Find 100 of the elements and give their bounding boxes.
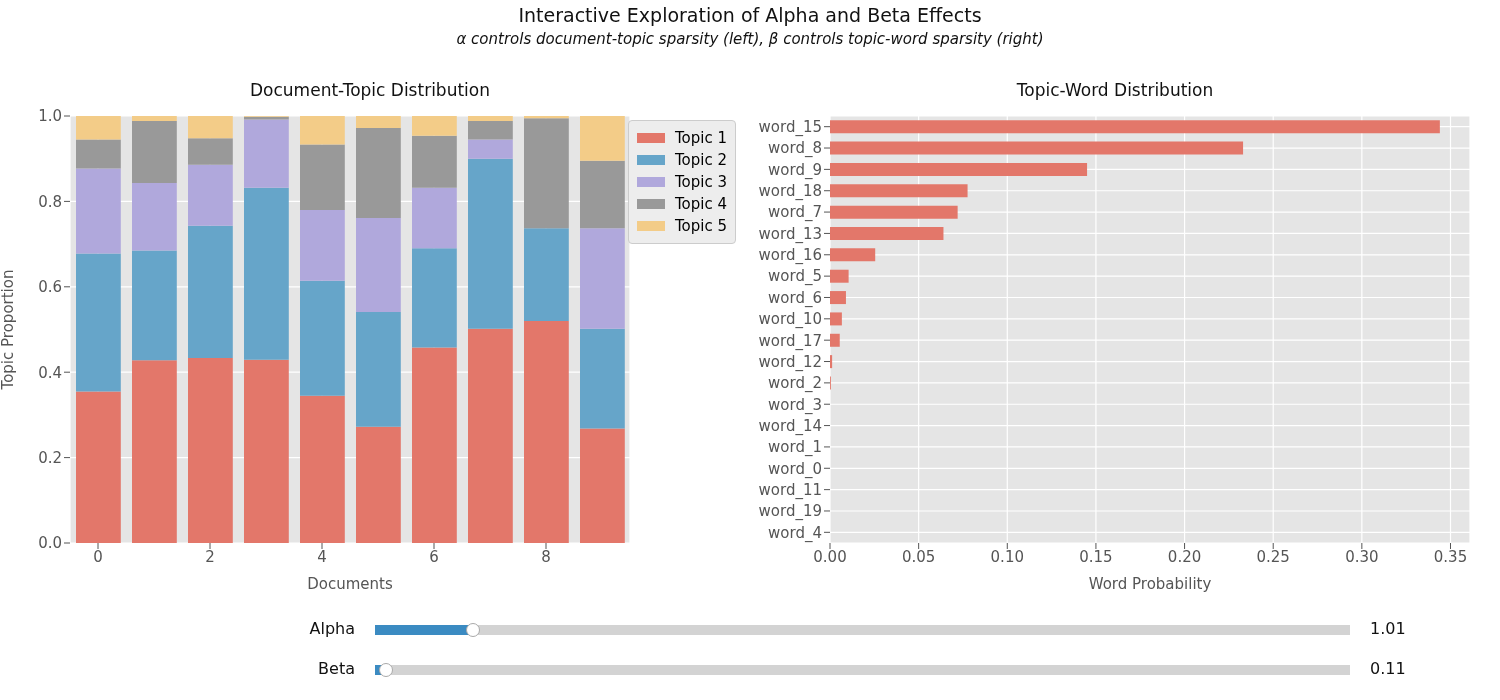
bar xyxy=(580,160,625,229)
legend-label: Topic 1 xyxy=(674,129,727,147)
x-axis-title: Documents xyxy=(307,575,393,593)
y-tick-label: word_5 xyxy=(768,267,822,287)
bar xyxy=(468,328,513,543)
x-tick-label: 0.35 xyxy=(1433,547,1468,566)
bar xyxy=(524,118,569,229)
bar xyxy=(830,184,968,198)
bar xyxy=(188,164,233,226)
data-label: 1.01 xyxy=(1370,619,1406,638)
x-tick-label: 0 xyxy=(93,547,103,566)
y-tick-label: 1.0 xyxy=(38,107,62,126)
bar xyxy=(132,116,177,122)
bar xyxy=(412,248,457,348)
chart-title: Topic-Word Distribution xyxy=(1015,80,1215,102)
bar xyxy=(300,209,345,281)
bar xyxy=(468,116,513,122)
y-tick-label: 0.8 xyxy=(38,192,62,211)
bar xyxy=(524,116,569,119)
bar xyxy=(356,116,401,128)
bar xyxy=(188,225,233,359)
y-tick-label: word_17 xyxy=(758,331,822,351)
bar xyxy=(244,119,289,188)
legend-label: Topic 2 xyxy=(674,151,727,169)
bar xyxy=(412,116,457,136)
bar xyxy=(132,183,177,251)
y-tick-label: 0.4 xyxy=(38,363,62,382)
y-tick-label: word_12 xyxy=(758,352,822,372)
y-tick-label: word_8 xyxy=(768,139,822,159)
bar xyxy=(132,250,177,361)
x-tick-label: 0.10 xyxy=(990,547,1024,566)
x-tick-label: 0.30 xyxy=(1345,547,1379,566)
bar xyxy=(830,291,846,305)
y-tick-label: word_7 xyxy=(768,203,822,223)
bar xyxy=(244,187,289,360)
text: α controls document-topic sparsity (left), β controls topic-word sparsity (right) xyxy=(455,30,1045,48)
bar xyxy=(468,139,513,159)
x-tick-label: 8 xyxy=(541,547,551,566)
y-tick-label: word_19 xyxy=(758,502,822,522)
y-tick-label: word_14 xyxy=(758,416,822,436)
bar xyxy=(468,158,513,329)
y-tick-label: word_13 xyxy=(758,224,822,244)
y-tick-label: 0.2 xyxy=(38,448,62,467)
bar xyxy=(76,116,121,140)
bar xyxy=(188,358,233,543)
x-tick-label: 0.15 xyxy=(1079,547,1113,566)
y-tick-label: word_16 xyxy=(758,246,822,266)
bar xyxy=(830,205,958,219)
bar xyxy=(830,141,1244,155)
data-label: 0.11 xyxy=(1370,659,1406,678)
bar xyxy=(356,127,401,219)
x-tick-label: 6 xyxy=(429,547,439,566)
bar xyxy=(830,269,849,283)
bar xyxy=(830,333,840,347)
x-tick-label: 2 xyxy=(205,547,215,566)
x-tick-label: 0.20 xyxy=(1167,547,1202,566)
y-tick-label: word_0 xyxy=(768,459,822,479)
bar xyxy=(188,138,233,165)
y-tick-label: word_15 xyxy=(758,118,822,137)
y-tick-label: word_10 xyxy=(758,310,822,330)
bar xyxy=(356,218,401,312)
bar xyxy=(300,144,345,210)
bar xyxy=(830,355,833,369)
bar xyxy=(524,228,569,321)
y-tick-label: word_1 xyxy=(768,438,822,458)
bar xyxy=(300,280,345,396)
y-tick-label: 0.6 xyxy=(38,278,62,297)
bar xyxy=(468,121,513,140)
bar xyxy=(300,395,345,543)
bar xyxy=(356,426,401,543)
bar xyxy=(76,391,121,543)
bar xyxy=(580,328,625,429)
y-tick-label: word_3 xyxy=(768,395,822,415)
legend-label: Topic 5 xyxy=(674,217,727,235)
legend-label: Topic 3 xyxy=(674,173,727,191)
text: Interactive Exploration of Alpha and Beta Effects xyxy=(517,4,983,26)
legend-label: Topic 4 xyxy=(674,195,727,213)
y-tick-label: word_18 xyxy=(758,182,822,202)
bar xyxy=(356,311,401,427)
bar xyxy=(580,428,625,543)
bar xyxy=(132,121,177,184)
bar xyxy=(300,116,345,145)
x-tick-label: 0.05 xyxy=(901,547,936,566)
bar xyxy=(580,228,625,329)
y-tick-label: word_11 xyxy=(758,480,822,500)
y-tick-label: word_6 xyxy=(768,288,822,308)
bar xyxy=(412,135,457,188)
x-tick-label: 0.25 xyxy=(1256,547,1290,566)
y-axis-title: Topic Proportion xyxy=(0,269,18,391)
bar xyxy=(132,360,177,543)
category-label: Alpha xyxy=(309,619,355,638)
x-axis-title: Word Probability xyxy=(1088,575,1212,593)
bar xyxy=(830,312,842,326)
bar xyxy=(524,320,569,543)
category-label: Beta xyxy=(318,659,355,678)
x-tick-label: 4 xyxy=(317,547,327,566)
bar xyxy=(830,162,1088,176)
x-tick-label: 0.00 xyxy=(813,547,847,566)
y-tick-label: 0.0 xyxy=(38,534,62,553)
bar xyxy=(580,116,625,161)
